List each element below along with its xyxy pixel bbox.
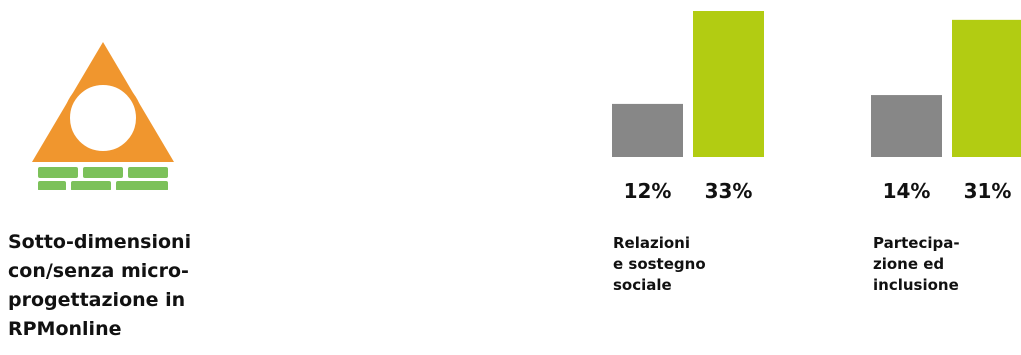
category-label-line: sociale (613, 276, 672, 294)
triangle-over-bricks-icon (32, 42, 174, 190)
category-label-line: inclusione (873, 276, 959, 294)
data-label-2-2: 31% (964, 179, 1012, 203)
category-label-line: Partecipa- (873, 234, 960, 252)
logo-bricks (38, 167, 168, 190)
bar-2-1 (871, 95, 942, 157)
data-label-1-2: 33% (705, 179, 753, 203)
caption-line-3: progettazione in (8, 289, 186, 311)
logo-circle (64, 79, 142, 157)
bar-2-2 (952, 19, 1021, 158)
category-label-line: e sostegno (613, 255, 706, 273)
data-label-2-1: 14% (883, 179, 931, 203)
category-label-partecipazione: Partecipa- zione ed inclusione (873, 233, 960, 296)
caption-line-1: Sotto-dimensioni (8, 231, 192, 253)
category-label-line: zione ed (873, 255, 945, 273)
chart-caption: Sotto-dimensioni con/senza micro- proget… (8, 228, 248, 344)
caption-line-2: con/senza micro- (8, 260, 189, 282)
caption-line-4: RPMonline (8, 318, 122, 340)
bar-1-1 (612, 103, 683, 157)
category-label-relazioni: Relazioni e sostegno sociale (613, 233, 706, 296)
data-label-1-1: 12% (624, 179, 672, 203)
bar-1-2 (693, 11, 764, 157)
category-label-line: Relazioni (613, 234, 690, 252)
